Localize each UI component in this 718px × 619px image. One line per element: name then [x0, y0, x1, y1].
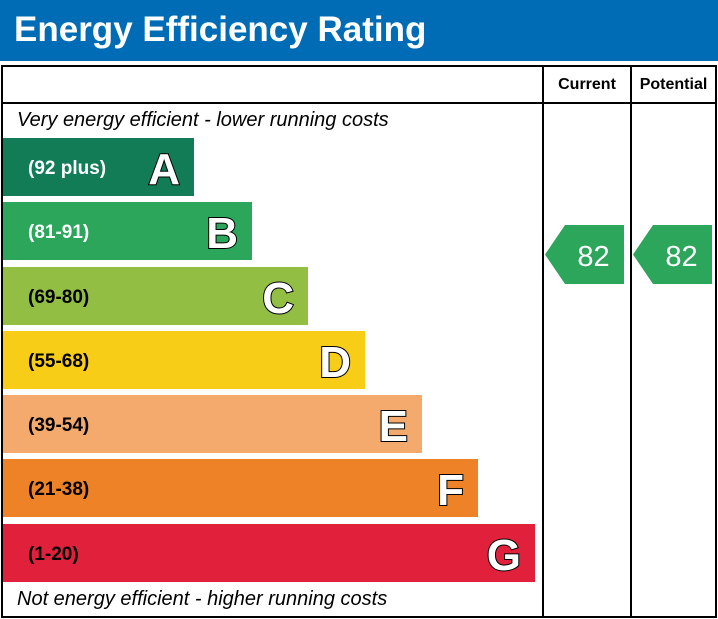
potential-column-header: Potential: [639, 76, 708, 93]
band-letter: C: [262, 274, 294, 323]
band-letter: B: [206, 209, 238, 258]
current-rating-value: 82: [577, 241, 609, 273]
potential-rating-arrow: [633, 225, 712, 284]
current-rating-arrow: [545, 225, 624, 284]
chart-title: Energy Efficiency Rating: [14, 10, 427, 49]
band-bar-a: [3, 138, 194, 196]
bottom-note: Not energy efficient - higher running co…: [17, 588, 388, 610]
band-letter: G: [487, 531, 521, 580]
current-column-header: Current: [558, 76, 616, 93]
band-bar-b: [3, 202, 252, 260]
band-range-label: (69-80): [28, 287, 89, 308]
band-bar-c: [3, 267, 308, 325]
band-bar-d: [3, 331, 365, 389]
band-letter: A: [148, 145, 180, 194]
band-letter: F: [437, 466, 464, 515]
rating-table: Current Potential Very energy efficient …: [1, 65, 717, 618]
band-range-label: (39-54): [28, 415, 89, 436]
header-divider: [3, 102, 715, 104]
band-range-label: (55-68): [28, 351, 89, 372]
column-divider: [630, 67, 632, 616]
band-range-label: (81-91): [28, 222, 89, 243]
band-bar-g: [3, 524, 535, 582]
band-bar-f: [3, 459, 478, 517]
band-bar-e: [3, 395, 422, 453]
band-letter: D: [319, 338, 351, 387]
band-range-label: (21-38): [28, 479, 89, 500]
top-note: Very energy efficient - lower running co…: [17, 109, 389, 131]
title-bar: Energy Efficiency Rating: [0, 0, 718, 61]
potential-rating-value: 82: [665, 241, 697, 273]
band-letter: E: [379, 402, 408, 451]
band-range-label: (1-20): [28, 544, 79, 565]
column-divider: [542, 67, 544, 616]
band-range-label: (92 plus): [28, 158, 106, 179]
